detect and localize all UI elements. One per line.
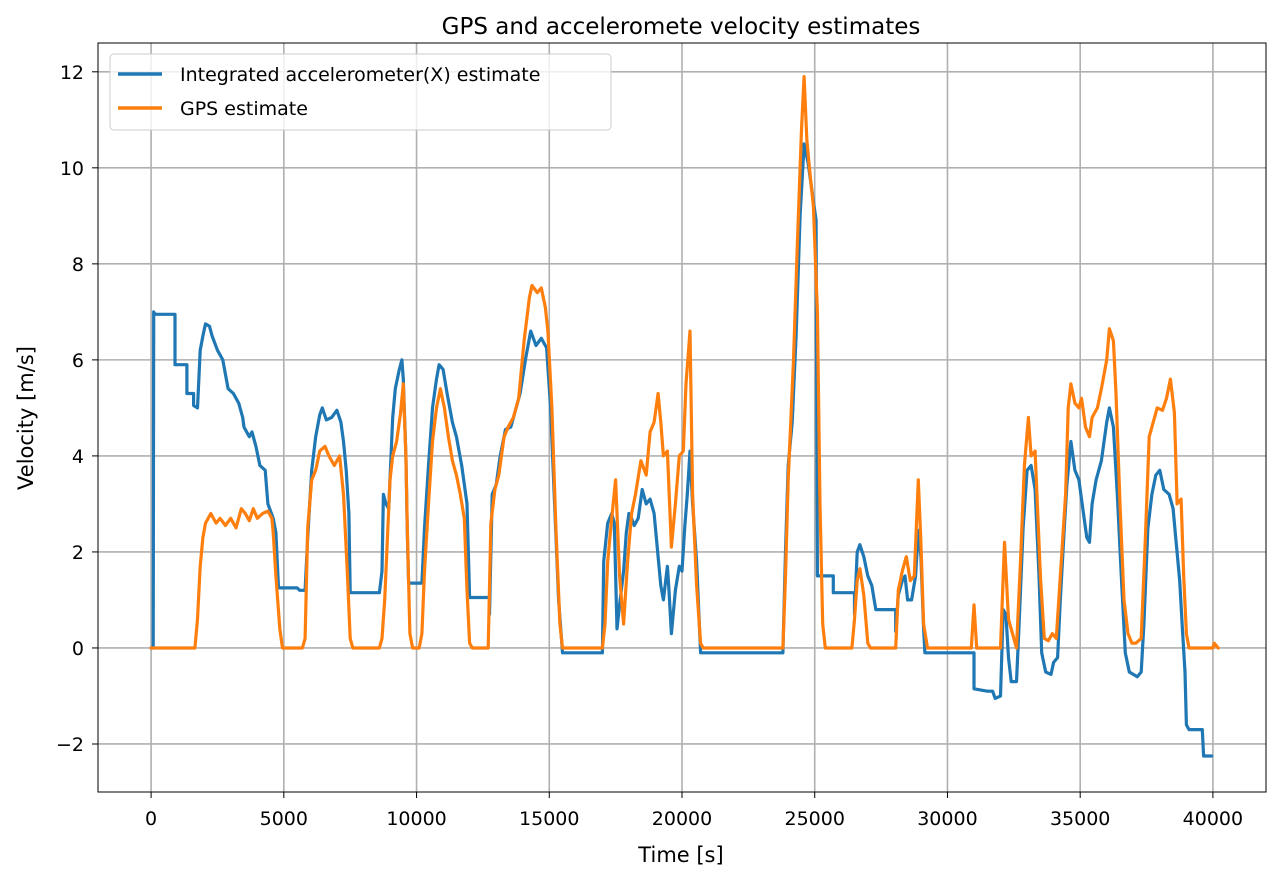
y-tick-label: 4 bbox=[72, 446, 84, 468]
x-tick-label: 15000 bbox=[519, 808, 579, 830]
y-axis-ticks: −2 0 2 4 6 8 10 12 bbox=[56, 62, 98, 756]
y-tick-label: 0 bbox=[72, 638, 84, 660]
legend-box bbox=[109, 53, 612, 131]
x-tick-label: 35000 bbox=[1050, 808, 1110, 830]
chart-title: GPS and acceleromete velocity estimates bbox=[442, 14, 921, 40]
x-tick-label: 30000 bbox=[917, 808, 977, 830]
x-tick-label: 25000 bbox=[785, 808, 845, 830]
x-tick-label: 40000 bbox=[1183, 808, 1243, 830]
series-lines bbox=[149, 75, 1220, 758]
y-tick-label: 10 bbox=[60, 158, 84, 180]
legend: Integrated accelerometer(X) estimate GPS… bbox=[109, 53, 612, 131]
x-tick-label: 20000 bbox=[652, 808, 712, 830]
y-tick-label: 6 bbox=[72, 350, 84, 372]
x-tick-label: 0 bbox=[145, 808, 157, 830]
x-tick-label: 5000 bbox=[260, 808, 308, 830]
y-tick-label: 8 bbox=[72, 254, 84, 276]
y-axis-title: Velocity [m/s] bbox=[14, 346, 38, 490]
y-tick-label: 12 bbox=[60, 62, 84, 84]
x-axis-ticks: 0 5000 10000 15000 20000 25000 30000 35000 40000 bbox=[145, 792, 1243, 830]
x-tick-label: 10000 bbox=[386, 808, 446, 830]
y-tick-label: −2 bbox=[56, 734, 84, 756]
y-tick-label: 2 bbox=[72, 542, 84, 564]
legend-label-gps: GPS estimate bbox=[180, 98, 308, 120]
legend-label-accelerometer: Integrated accelerometer(X) estimate bbox=[180, 64, 540, 86]
series-line-gps bbox=[149, 75, 1220, 650]
x-axis-title: Time [s] bbox=[637, 843, 723, 867]
